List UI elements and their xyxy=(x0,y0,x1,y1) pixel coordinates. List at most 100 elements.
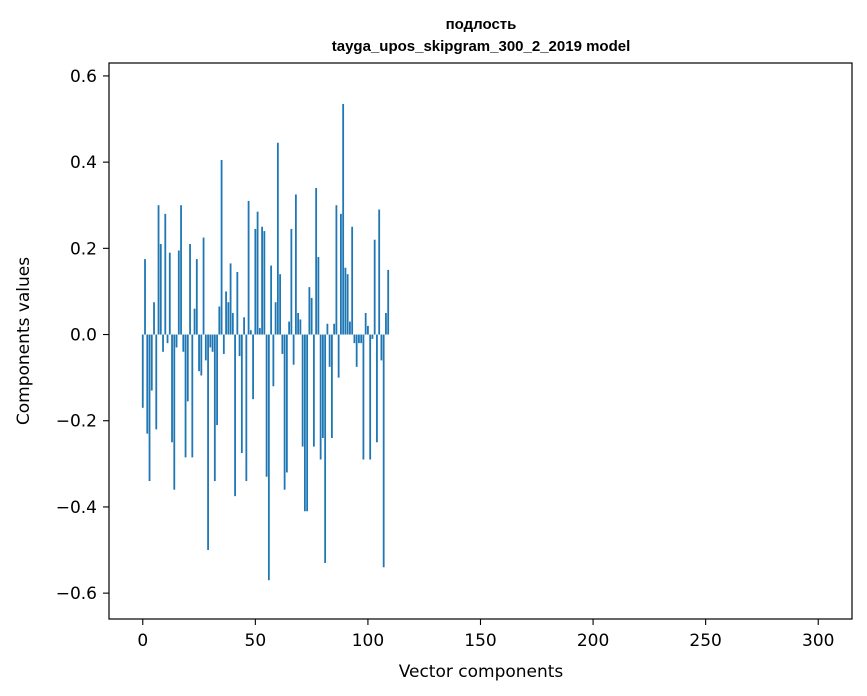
bar-27 xyxy=(202,237,205,335)
bar-53 xyxy=(261,226,263,335)
x-tick-label: 250 xyxy=(689,631,721,651)
bar-92 xyxy=(349,321,351,335)
bar-14 xyxy=(173,334,176,490)
bar-69 xyxy=(297,312,300,335)
bar-83 xyxy=(328,334,331,367)
bar-85 xyxy=(333,323,336,335)
bar-106 xyxy=(380,334,383,361)
bar-98 xyxy=(362,334,365,460)
bar-73 xyxy=(306,334,309,512)
y-tick-label: −0.6 xyxy=(56,584,97,604)
bar-82 xyxy=(326,323,329,335)
bar-65 xyxy=(288,321,291,335)
bar-81 xyxy=(324,334,327,563)
bar-86 xyxy=(335,205,338,335)
bar-58 xyxy=(272,334,275,387)
bar-77 xyxy=(315,187,318,335)
bar-23 xyxy=(193,308,196,335)
bar-78 xyxy=(317,256,320,335)
bar-37 xyxy=(225,291,227,335)
bar-4 xyxy=(150,334,153,391)
bar-90 xyxy=(344,267,347,335)
bar-52 xyxy=(258,328,261,335)
bar-71 xyxy=(301,334,304,447)
bar-11 xyxy=(166,334,169,344)
bar-24 xyxy=(195,259,198,335)
bar-20 xyxy=(186,334,189,402)
plot-frame xyxy=(108,62,853,620)
bar-35 xyxy=(220,159,223,335)
bar-49 xyxy=(252,334,254,400)
bar-54 xyxy=(263,231,266,335)
bar-43 xyxy=(238,334,241,357)
bar-55 xyxy=(265,334,268,477)
bar-30 xyxy=(209,334,212,348)
bar-93 xyxy=(351,226,354,335)
bar-5 xyxy=(153,302,155,335)
bar-17 xyxy=(180,205,182,335)
bar-107 xyxy=(382,334,385,568)
bar-36 xyxy=(222,334,225,354)
bars-group xyxy=(141,103,390,581)
bar-87 xyxy=(337,334,340,378)
bar-75 xyxy=(310,297,313,335)
bar-28 xyxy=(204,334,207,361)
bar-103 xyxy=(373,239,376,335)
bar-48 xyxy=(249,330,252,335)
x-tick-label: 0 xyxy=(137,631,148,651)
y-tick-label: −0.2 xyxy=(56,412,97,432)
bar-31 xyxy=(211,334,214,352)
bar-97 xyxy=(360,334,363,344)
bar-29 xyxy=(207,334,209,551)
bar-16 xyxy=(177,250,180,335)
bar-94 xyxy=(353,334,356,344)
x-tick-label: 50 xyxy=(245,631,267,651)
bar-62 xyxy=(281,334,284,354)
bar-25 xyxy=(198,334,200,372)
bar-21 xyxy=(189,244,191,335)
bar-102 xyxy=(371,334,374,339)
bar-68 xyxy=(294,194,297,335)
bar-91 xyxy=(346,274,349,335)
bar-44 xyxy=(240,334,243,454)
bar-9 xyxy=(162,334,164,352)
bar-18 xyxy=(182,334,185,352)
bar-32 xyxy=(213,334,216,482)
bar-59 xyxy=(274,302,277,335)
bar-84 xyxy=(331,334,333,438)
bar-56 xyxy=(267,334,270,581)
bar-46 xyxy=(245,334,248,482)
chart-title: подлость xyxy=(446,16,517,33)
bar-10 xyxy=(164,213,167,335)
bar-34 xyxy=(218,306,221,335)
bar-70 xyxy=(299,319,302,335)
y-tick-label: 0.4 xyxy=(70,153,97,173)
bar-6 xyxy=(155,334,158,430)
bar-100 xyxy=(367,325,369,335)
bar-60 xyxy=(276,142,279,335)
x-tick-label: 150 xyxy=(464,631,496,651)
bar-3 xyxy=(148,334,151,482)
y-tick-label: −0.4 xyxy=(56,498,97,518)
y-axis: −0.6 −0.4 −0.2 0.0 0.2 0.4 0.6 xyxy=(56,67,109,604)
bar-26 xyxy=(200,334,203,376)
bar-40 xyxy=(231,312,234,335)
bar-66 xyxy=(290,228,293,335)
bar-80 xyxy=(321,334,324,438)
bar-57 xyxy=(270,265,273,335)
bar-1 xyxy=(144,259,146,335)
bar-89 xyxy=(342,103,345,335)
y-tick-label: 0.2 xyxy=(70,239,97,259)
bar-63 xyxy=(283,334,286,490)
bar-15 xyxy=(175,334,178,348)
bar-51 xyxy=(256,211,259,335)
bar-64 xyxy=(285,334,288,473)
bar-0 xyxy=(141,334,144,408)
bar-109 xyxy=(387,269,390,335)
x-tick-label: 300 xyxy=(802,631,834,651)
x-axis-label: Vector components xyxy=(399,662,564,682)
bar-39 xyxy=(229,263,232,335)
bar-38 xyxy=(227,302,230,335)
bar-22 xyxy=(191,334,194,458)
